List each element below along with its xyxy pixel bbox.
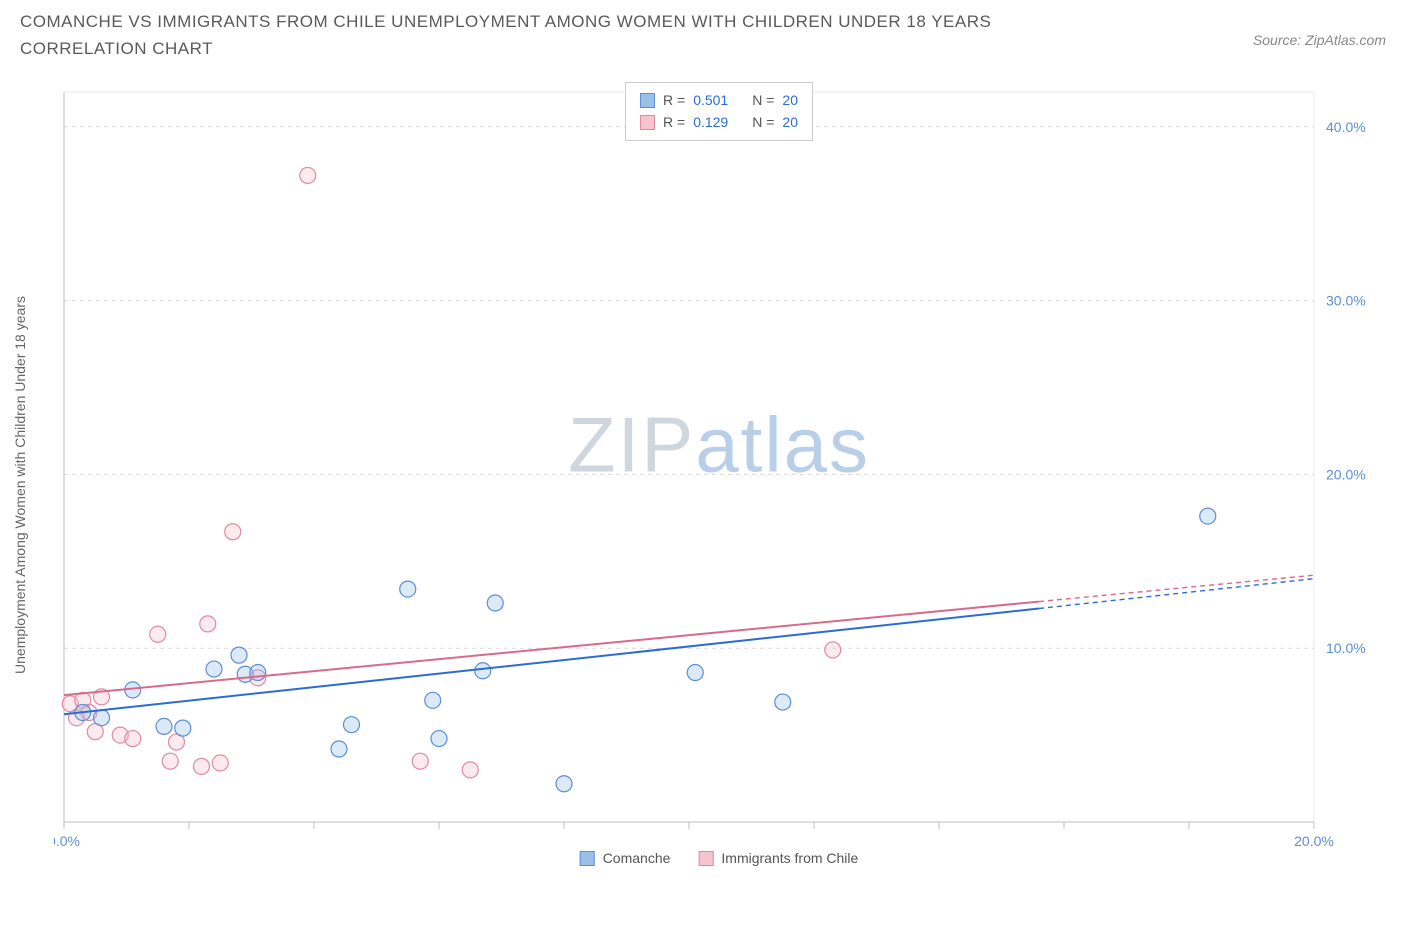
chart-container: Unemployment Among Women with Children U… <box>54 82 1384 872</box>
y-axis-label: Unemployment Among Women with Children U… <box>12 296 28 674</box>
r-value-chile: 0.129 <box>693 111 728 133</box>
n-label: N = <box>752 111 774 133</box>
series-legend: Comanche Immigrants from Chile <box>580 850 859 866</box>
n-value-comanche: 20 <box>782 89 798 111</box>
r-label: R = <box>663 111 685 133</box>
source-label: Source: ZipAtlas.com <box>1253 8 1386 48</box>
legend-row-comanche: R = 0.501 N = 20 <box>640 89 798 111</box>
legend-label-chile: Immigrants from Chile <box>721 850 858 866</box>
svg-text:40.0%: 40.0% <box>1326 119 1366 135</box>
swatch-comanche <box>640 93 655 108</box>
legend-item-comanche: Comanche <box>580 850 671 866</box>
svg-text:10.0%: 10.0% <box>1326 640 1366 656</box>
legend-item-chile: Immigrants from Chile <box>698 850 858 866</box>
correlation-legend: R = 0.501 N = 20 R = 0.129 N = 20 <box>625 82 813 141</box>
legend-row-chile: R = 0.129 N = 20 <box>640 111 798 133</box>
swatch-chile <box>640 115 655 130</box>
r-label: R = <box>663 89 685 111</box>
svg-text:0.0%: 0.0% <box>54 833 80 849</box>
n-value-chile: 20 <box>782 111 798 133</box>
swatch-chile <box>698 851 713 866</box>
r-value-comanche: 0.501 <box>693 89 728 111</box>
legend-label-comanche: Comanche <box>603 850 671 866</box>
svg-text:20.0%: 20.0% <box>1326 466 1366 482</box>
svg-text:20.0%: 20.0% <box>1294 833 1334 849</box>
svg-text:30.0%: 30.0% <box>1326 293 1366 309</box>
n-label: N = <box>752 89 774 111</box>
chart-title: COMANCHE VS IMMIGRANTS FROM CHILE UNEMPL… <box>20 8 1120 62</box>
scatter-plot: 10.0% 20.0% 30.0% 40.0% 0.0% 20.0% <box>54 82 1384 872</box>
swatch-comanche <box>580 851 595 866</box>
